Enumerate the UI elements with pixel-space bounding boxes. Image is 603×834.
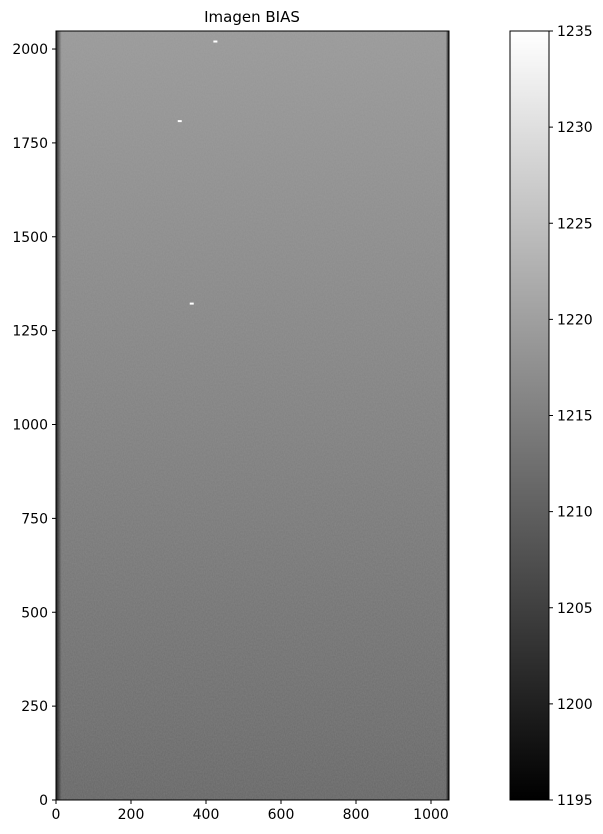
colorbar-tick-label: 1205 bbox=[557, 601, 593, 617]
chart-title: Imagen BIAS bbox=[204, 8, 300, 26]
x-tick-label: 0 bbox=[52, 807, 61, 823]
hot-pixel bbox=[190, 303, 194, 305]
y-tick-label: 500 bbox=[21, 605, 48, 621]
colorbar-tick-label: 1210 bbox=[557, 505, 593, 521]
x-tick-label: 200 bbox=[118, 807, 145, 823]
y-tick-label: 1750 bbox=[12, 136, 48, 152]
colorbar-tick-label: 1235 bbox=[557, 24, 593, 40]
colorbar-tick-label: 1220 bbox=[557, 312, 593, 328]
bias-image bbox=[56, 31, 449, 800]
y-tick-label: 1000 bbox=[12, 418, 48, 434]
colorbar-tick-label: 1215 bbox=[557, 409, 593, 425]
image-edge-shading bbox=[56, 31, 449, 800]
y-tick-label: 250 bbox=[21, 699, 48, 715]
hot-pixel bbox=[178, 120, 182, 122]
y-tick-label: 0 bbox=[39, 793, 48, 809]
y-tick-label: 1250 bbox=[12, 324, 48, 340]
colorbar bbox=[510, 31, 549, 800]
colorbar-tick-label: 1230 bbox=[557, 120, 593, 136]
y-axis-ticks: 0 250 500 750 1000 1250 1500 1750 2000 bbox=[12, 42, 56, 809]
y-tick-label: 2000 bbox=[12, 42, 48, 58]
x-tick-label: 800 bbox=[343, 807, 370, 823]
y-tick-label: 750 bbox=[21, 511, 48, 527]
colorbar-ticks: 1195 1200 1205 1210 1215 1220 1225 1230 1235 bbox=[549, 24, 593, 809]
colorbar-gradient bbox=[510, 31, 549, 800]
colorbar-tick-label: 1225 bbox=[557, 216, 593, 232]
y-tick-label: 1500 bbox=[12, 230, 48, 246]
x-axis-ticks: 0 200 400 600 800 1000 bbox=[52, 800, 449, 823]
x-tick-label: 1000 bbox=[413, 807, 449, 823]
colorbar-tick-label: 1200 bbox=[557, 697, 593, 713]
colorbar-tick-label: 1195 bbox=[557, 793, 593, 809]
hot-pixel bbox=[213, 41, 217, 43]
x-tick-label: 400 bbox=[193, 807, 220, 823]
x-tick-label: 600 bbox=[268, 807, 295, 823]
